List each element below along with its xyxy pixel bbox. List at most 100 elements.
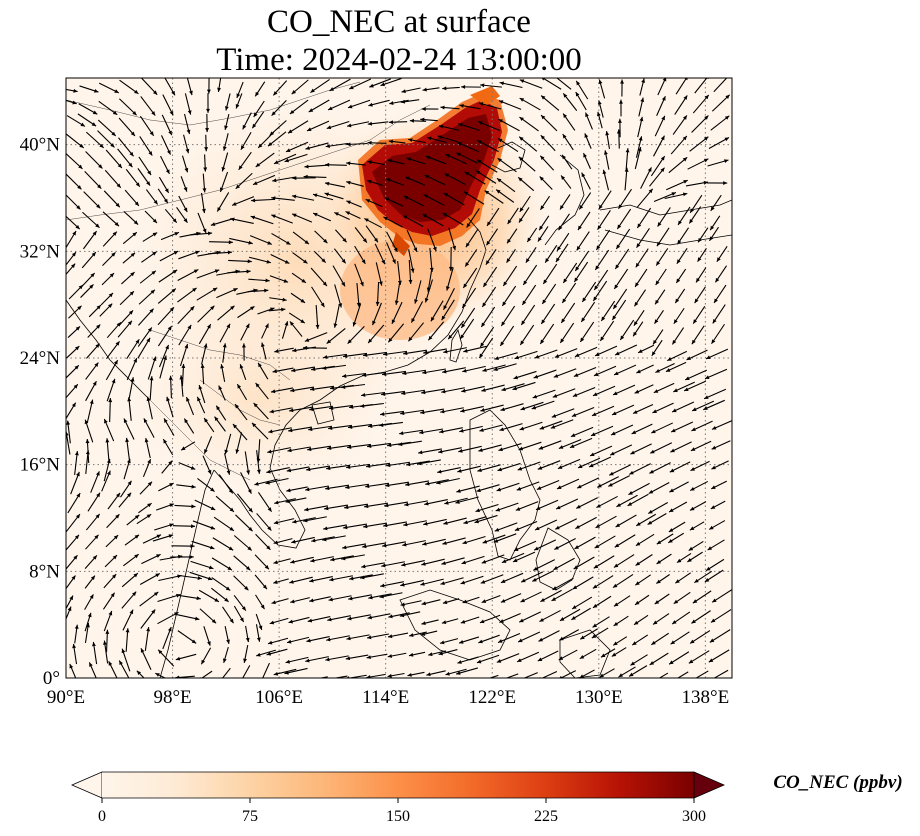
wind-vector-head bbox=[126, 492, 132, 498]
wind-vector-head bbox=[328, 597, 333, 602]
wind-vector-head bbox=[611, 431, 616, 436]
wind-vector-head bbox=[378, 281, 383, 286]
wind-vector-head bbox=[85, 450, 90, 455]
wind-vector-head bbox=[115, 341, 120, 346]
wind-vector bbox=[523, 672, 538, 678]
wind-vector-head bbox=[148, 151, 153, 156]
wind-vector-head bbox=[381, 259, 385, 265]
wind-vector-head bbox=[367, 121, 373, 126]
wind-vector-head bbox=[534, 354, 540, 359]
wind-vector-head bbox=[246, 269, 251, 274]
map-title-line1: CO_NEC at surface bbox=[267, 4, 531, 40]
wind-vector bbox=[694, 78, 708, 94]
wind-vector-head bbox=[127, 480, 132, 486]
wind-vector-head bbox=[476, 659, 482, 664]
wind-vector-head bbox=[134, 89, 139, 94]
wind-vector-head bbox=[461, 388, 466, 393]
wind-vector-head bbox=[519, 117, 524, 122]
wind-vector-head bbox=[703, 180, 708, 185]
wind-vector-head bbox=[724, 115, 730, 120]
wind-vector-head bbox=[387, 654, 393, 658]
wind-vector-head bbox=[256, 469, 261, 474]
wind-vector-head bbox=[629, 470, 634, 475]
wind-vector-head bbox=[460, 619, 466, 624]
wind-vector-head bbox=[498, 639, 503, 643]
wind-vector-head bbox=[73, 555, 78, 560]
wind-vector-head bbox=[383, 523, 388, 528]
wind-vector-head bbox=[597, 225, 602, 230]
wind-vector-head bbox=[89, 284, 94, 289]
wind-vector-head bbox=[183, 187, 188, 192]
wind-vector-head bbox=[420, 410, 425, 415]
wind-vector-head bbox=[400, 99, 406, 104]
wind-vector-head bbox=[74, 534, 79, 540]
wind-vector-head bbox=[264, 565, 269, 570]
wind-vector-head bbox=[399, 613, 405, 618]
wind-vector-head bbox=[200, 363, 205, 369]
wind-vector-head bbox=[282, 297, 287, 302]
wind-vector-head bbox=[80, 122, 85, 127]
wind-vector-head bbox=[482, 368, 487, 372]
wind-vector-head bbox=[228, 240, 233, 245]
wind-vector-head bbox=[675, 298, 680, 304]
wind-vector-head bbox=[218, 385, 223, 391]
wind-vector-head bbox=[304, 507, 309, 512]
wind-vector-head bbox=[129, 151, 134, 157]
wind-vector-head bbox=[542, 299, 547, 304]
wind-vector-head bbox=[203, 343, 208, 348]
wind-vector-head bbox=[281, 307, 286, 312]
wind-vector-head bbox=[690, 447, 696, 451]
wind-vector-head bbox=[635, 600, 640, 605]
wind-vector-head bbox=[443, 521, 448, 525]
wind-vector-head bbox=[195, 250, 200, 255]
wind-vector-head bbox=[185, 148, 190, 154]
wind-vector-head bbox=[367, 635, 372, 640]
wind-vector-head bbox=[711, 339, 716, 344]
wind-vector-head bbox=[256, 637, 261, 642]
wind-vector-head bbox=[422, 214, 428, 218]
wind-vector-head bbox=[190, 544, 195, 549]
wind-vector-head bbox=[360, 404, 365, 408]
wind-vector-head bbox=[456, 671, 461, 675]
wind-vector-head bbox=[594, 544, 600, 549]
wind-vector-head bbox=[114, 89, 119, 93]
wind-vector-head bbox=[242, 124, 247, 130]
wind-vector-head bbox=[322, 281, 327, 286]
wind-vector-head bbox=[74, 365, 79, 370]
wind-vector-head bbox=[635, 262, 640, 268]
wind-vector-head bbox=[518, 156, 524, 161]
wind-vector-head bbox=[85, 439, 90, 444]
wind-vector-head bbox=[583, 153, 587, 158]
wind-vector-head bbox=[320, 302, 325, 308]
wind-vector-head bbox=[221, 166, 226, 172]
wind-vector-head bbox=[140, 648, 145, 653]
wind-vector-head bbox=[692, 599, 698, 604]
wind-vector-head bbox=[366, 675, 371, 678]
wind-vector-head bbox=[408, 279, 413, 284]
wind-vector-head bbox=[211, 619, 217, 624]
wind-vector-head bbox=[226, 323, 231, 329]
wind-vector-head bbox=[228, 488, 233, 494]
wind-vector-head bbox=[595, 265, 600, 270]
wind-vector-head bbox=[649, 469, 654, 474]
wind-vector-head bbox=[639, 116, 644, 122]
wind-vector-head bbox=[656, 261, 661, 266]
wind-vector-head bbox=[292, 213, 297, 218]
wind-vector-head bbox=[67, 606, 72, 612]
wind-vector-head bbox=[325, 486, 330, 491]
wind-vector-head bbox=[406, 157, 412, 162]
wind-vector-head bbox=[115, 202, 120, 208]
wind-vector-head bbox=[184, 343, 189, 349]
wind-vector-head bbox=[581, 172, 586, 178]
wind-vector-head bbox=[191, 484, 196, 489]
wind-vector-head bbox=[273, 91, 278, 96]
wind-vector-head bbox=[562, 154, 566, 160]
wind-vector-head bbox=[191, 524, 196, 529]
wind-vector-head bbox=[91, 122, 97, 127]
wind-vector-head bbox=[479, 428, 484, 432]
wind-vector-head bbox=[615, 523, 621, 527]
wind-vector-head bbox=[291, 368, 296, 373]
wind-vector-head bbox=[224, 125, 228, 130]
wind-vector-head bbox=[362, 544, 367, 549]
wind-vector-head bbox=[625, 148, 630, 153]
